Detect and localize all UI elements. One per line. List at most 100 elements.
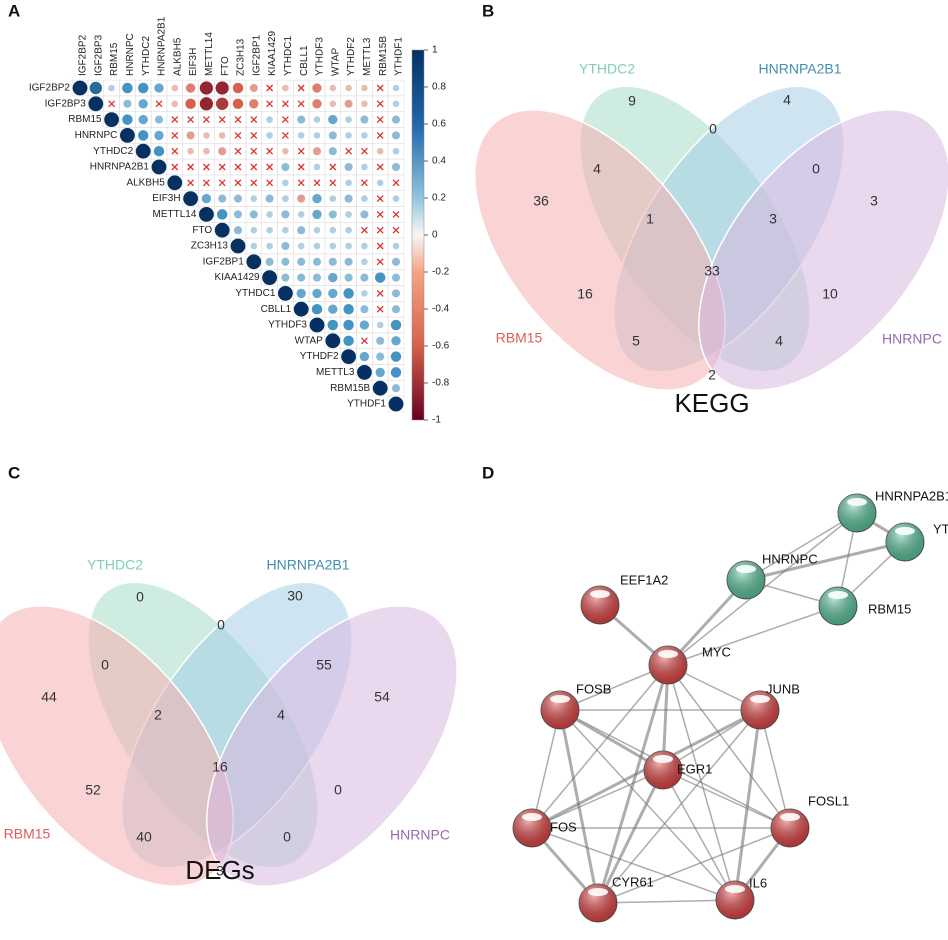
insignificant-cross bbox=[297, 179, 305, 187]
correlation-circle bbox=[372, 380, 388, 396]
colorbar bbox=[411, 49, 425, 421]
correlation-circle bbox=[216, 97, 229, 110]
insignificant-cross bbox=[281, 116, 289, 124]
correlation-circle bbox=[186, 131, 195, 140]
correlation-circle bbox=[293, 301, 309, 317]
insignificant-cross bbox=[360, 226, 368, 234]
insignificant-cross bbox=[187, 116, 195, 124]
column-label: WTAP bbox=[330, 48, 341, 76]
insignificant-cross bbox=[376, 100, 384, 108]
node-label: RBM15 bbox=[868, 601, 911, 616]
node-label: EGR1 bbox=[677, 761, 712, 776]
correlation-circle bbox=[344, 257, 353, 266]
correlation-circle bbox=[345, 242, 352, 250]
column-label: IGF2BP3 bbox=[93, 34, 104, 76]
correlation-circle bbox=[281, 273, 290, 282]
region-count: 4 bbox=[783, 92, 791, 108]
region-count: 0 bbox=[136, 589, 144, 605]
column-label: IGF2BP1 bbox=[251, 34, 262, 76]
node-highlight bbox=[588, 888, 608, 896]
region-count: 3 bbox=[769, 211, 777, 227]
correlation-circle bbox=[313, 226, 321, 234]
correlation-circle bbox=[199, 207, 214, 222]
insignificant-cross bbox=[376, 131, 384, 139]
insignificant-cross bbox=[376, 305, 384, 313]
row-label: METTL3 bbox=[316, 367, 355, 378]
region-count: 3 bbox=[870, 193, 878, 209]
colorbar-tick-label: -0.8 bbox=[432, 378, 450, 389]
correlation-circle bbox=[376, 352, 385, 361]
node-label: FOSL1 bbox=[808, 793, 849, 808]
correlation-circle bbox=[297, 115, 306, 124]
correlation-circle bbox=[232, 82, 244, 94]
correlation-circle bbox=[203, 132, 210, 139]
correlation-circle bbox=[297, 194, 306, 203]
correlation-circle bbox=[345, 211, 352, 218]
node-highlight bbox=[550, 695, 570, 703]
correlation-circle bbox=[120, 127, 135, 143]
row-label: METTL14 bbox=[152, 209, 196, 220]
region-count: 4 bbox=[593, 161, 601, 177]
correlation-circle bbox=[233, 226, 243, 235]
column-label: ZC3H13 bbox=[236, 38, 247, 76]
column-label: METTL14 bbox=[204, 32, 215, 76]
correlation-circle bbox=[154, 115, 164, 124]
row-label: WTAP bbox=[295, 335, 323, 346]
correlation-circle bbox=[218, 132, 226, 139]
node-shading bbox=[581, 586, 619, 624]
correlation-circle bbox=[311, 303, 323, 315]
correlation-circle bbox=[297, 226, 306, 235]
correlation-circle bbox=[312, 99, 322, 109]
correlation-circle bbox=[329, 195, 337, 202]
correlation-circle bbox=[250, 226, 258, 234]
colorbar-tick-label: -0.2 bbox=[432, 267, 450, 278]
insignificant-cross bbox=[297, 84, 305, 92]
correlation-circle bbox=[282, 84, 289, 92]
column-label: YTHDC1 bbox=[283, 36, 294, 76]
region-count: 44 bbox=[41, 689, 57, 705]
correlation-circle bbox=[392, 100, 400, 108]
correlation-circle bbox=[266, 116, 273, 123]
correlation-circle bbox=[183, 191, 199, 207]
insignificant-cross bbox=[171, 147, 179, 155]
correlation-circle bbox=[199, 81, 214, 95]
correlation-circle bbox=[374, 272, 386, 283]
insignificant-cross bbox=[392, 226, 400, 234]
correlation-circle bbox=[345, 132, 352, 139]
insignificant-cross bbox=[218, 179, 226, 187]
correlation-circle bbox=[361, 290, 368, 297]
region-count: 54 bbox=[374, 689, 390, 705]
correlation-circle bbox=[262, 270, 277, 285]
correlation-circle bbox=[344, 162, 353, 172]
correlation-circle bbox=[328, 147, 337, 156]
row-label: YTHDF2 bbox=[300, 351, 339, 362]
correlation-circle bbox=[390, 351, 402, 362]
panel-label: A bbox=[8, 1, 20, 20]
region-count: 2 bbox=[154, 707, 162, 723]
correlation-circle bbox=[137, 130, 149, 141]
correlation-circle bbox=[391, 131, 401, 140]
insignificant-cross bbox=[266, 147, 274, 155]
correlation-circle bbox=[151, 159, 167, 175]
node-shading bbox=[716, 881, 754, 919]
insignificant-cross bbox=[250, 116, 258, 124]
insignificant-cross bbox=[266, 179, 274, 187]
insignificant-cross bbox=[250, 163, 258, 171]
row-label: YTHDF1 bbox=[347, 399, 386, 410]
row-label: ZC3H13 bbox=[191, 241, 229, 252]
correlation-circle bbox=[312, 193, 322, 204]
correlation-circle bbox=[297, 273, 306, 282]
correlation-circle bbox=[309, 317, 325, 333]
insignificant-cross bbox=[376, 163, 384, 171]
correlation-circle bbox=[390, 367, 402, 378]
venn-title: KEGG bbox=[674, 388, 749, 418]
insignificant-cross bbox=[360, 337, 368, 345]
correlation-circle bbox=[312, 209, 322, 220]
insignificant-cross bbox=[281, 100, 289, 108]
correlation-circle bbox=[327, 319, 339, 331]
node-highlight bbox=[725, 885, 745, 893]
correlation-circle bbox=[199, 97, 214, 111]
insignificant-cross bbox=[392, 210, 400, 218]
colorbar-tick-label: 0.4 bbox=[432, 156, 446, 167]
